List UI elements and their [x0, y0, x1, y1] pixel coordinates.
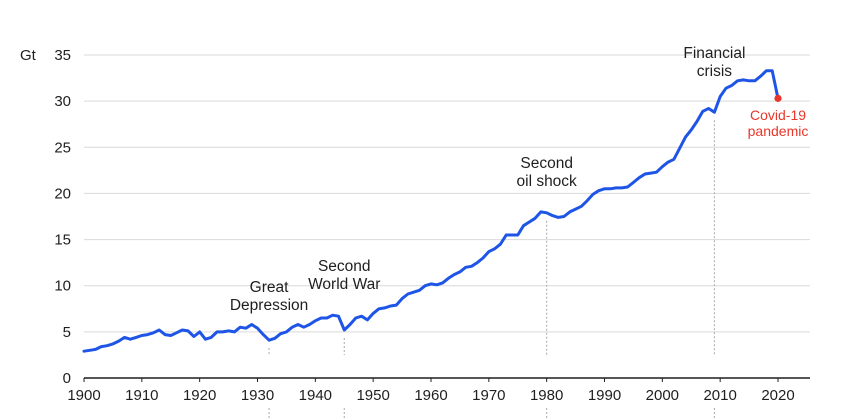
- annotation-1945-line-2: World War: [308, 276, 380, 293]
- event-marker-lines: [268, 120, 715, 420]
- x-tick-label-1940: 1940: [299, 387, 332, 404]
- x-tick-label-1950: 1950: [356, 387, 389, 404]
- y-axis-unit-label: Gt: [20, 47, 37, 64]
- annotation-1945-line-1: Second: [318, 258, 371, 275]
- x-tick-label-1910: 1910: [125, 387, 158, 404]
- y-tick-label-5: 5: [63, 324, 71, 341]
- y-tick-label-0: 0: [63, 370, 71, 387]
- x-tick-label-2010: 2010: [703, 387, 736, 404]
- annotation-1932-line-1: Great: [250, 279, 289, 296]
- x-tick-label-1970: 1970: [472, 387, 505, 404]
- covid-marker-dot: [774, 94, 782, 102]
- annotation-2009-line-2: crisis: [697, 63, 733, 80]
- annotation-1932-line-2: Depression: [230, 297, 308, 314]
- y-tick-label-35: 35: [54, 47, 71, 64]
- y-tick-label-10: 10: [54, 278, 71, 295]
- x-axis-tick-labels: 1900 1910 1920 1930 1940 1950 1960 1970 1980 1990…: [67, 387, 794, 404]
- y-axis-tick-labels: 0 5 10 15 20 25 30 35: [54, 47, 71, 387]
- annotation-1980-line-2: oil shock: [517, 173, 578, 190]
- x-tick-label-1930: 1930: [241, 387, 274, 404]
- x-tick-label-2020: 2020: [761, 387, 794, 404]
- annotation-2020-line-2: pandemic: [748, 123, 809, 139]
- annotation-2009-line-1: Financial: [683, 45, 745, 62]
- x-tick-label-1920: 1920: [183, 387, 216, 404]
- emissions-series-line: [82, 69, 780, 353]
- x-tick-label-2000: 2000: [646, 387, 679, 404]
- x-tick-label-1900: 1900: [67, 387, 100, 404]
- annotation-2020-line-1: Covid-19: [750, 107, 806, 123]
- grid-lines: [84, 54, 810, 333]
- y-tick-label-25: 25: [54, 139, 71, 156]
- x-tick-label-1960: 1960: [414, 387, 447, 404]
- annotation-1980-line-1: Second: [520, 155, 573, 172]
- y-tick-label-30: 30: [54, 93, 71, 110]
- x-tick-label-1980: 1980: [530, 387, 563, 404]
- axes: [83, 377, 810, 382]
- y-tick-label-20: 20: [54, 185, 71, 202]
- y-tick-label-15: 15: [54, 232, 71, 249]
- x-tick-label-1990: 1990: [588, 387, 621, 404]
